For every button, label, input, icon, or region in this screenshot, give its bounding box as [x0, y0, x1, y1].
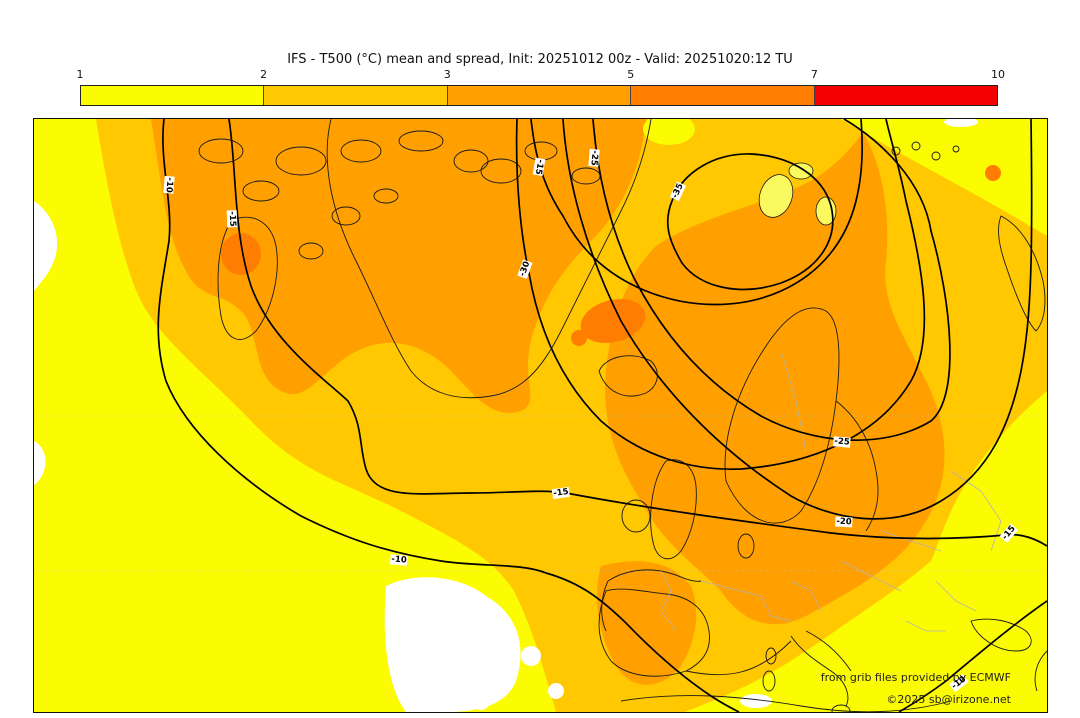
- graticule-layer: [34, 415, 1047, 572]
- page-title: IFS - T500 (°C) mean and spread, Init: 2…: [287, 52, 793, 67]
- attribution-copyright: ©2025 sb@irizone.net: [886, 693, 1011, 706]
- colorbar-tick: 10: [991, 68, 1005, 81]
- coastline-layer: [198, 119, 1047, 712]
- colorbar-segment: [631, 86, 815, 105]
- contour-label: -25: [588, 148, 600, 168]
- contour-label: -25: [832, 436, 852, 448]
- contour-label: -15: [226, 210, 238, 228]
- colorbar-tick: 2: [260, 68, 268, 81]
- colorbar-tick: 7: [810, 68, 818, 81]
- colorbar-segment: [447, 86, 632, 105]
- colorbar-segment: [81, 86, 265, 105]
- attribution-source: from grib files provided by ECMWF: [820, 671, 1011, 684]
- colorbar-gradient: [80, 85, 998, 106]
- contour-label: -10: [389, 554, 409, 566]
- contour-label: -10: [163, 175, 175, 195]
- contour-label: -20: [835, 516, 853, 528]
- colorbar-tick: 3: [443, 68, 451, 81]
- colorbar: 1 2 3 5 7 10: [77, 68, 1005, 106]
- colorbar-tick: 5: [627, 68, 635, 81]
- map-graphic: [34, 119, 1047, 712]
- colorbar-segment: [814, 86, 998, 105]
- map-canvas: -10 -15 -15 -25 -35 -30 -25 -20 -15 -15 …: [33, 118, 1048, 713]
- colorbar-tick: 1: [76, 68, 84, 81]
- colorbar-segment: [264, 86, 448, 105]
